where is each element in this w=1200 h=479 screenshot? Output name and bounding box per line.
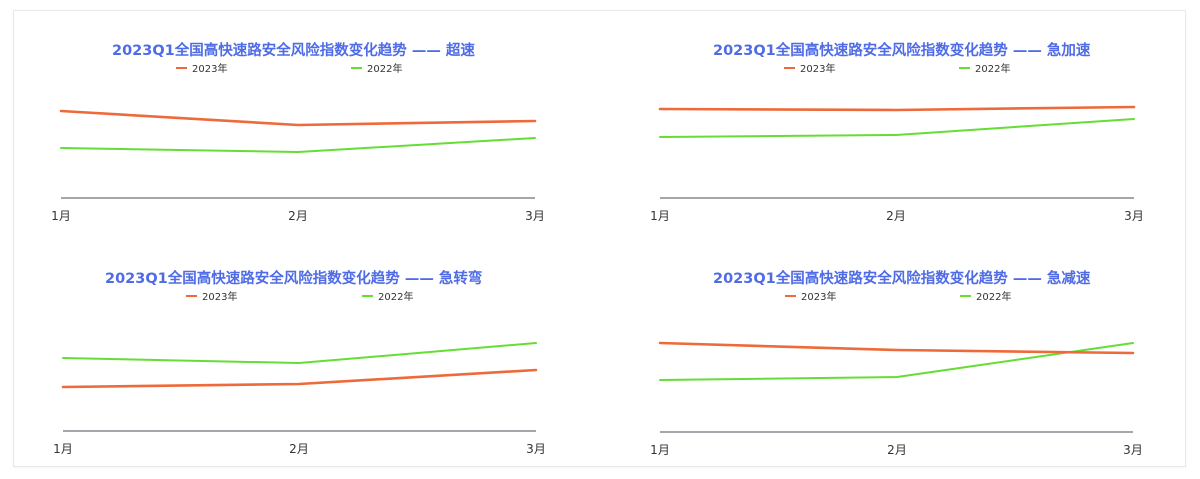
legend-label: 2023年 <box>801 292 837 303</box>
series-line-2022[interactable] <box>659 118 1135 138</box>
chart-panel-hard-braking: 2023Q1全国高快速路安全风险指数变化趋势 —— 急减速 2023年 2022… <box>0 0 1143 457</box>
series-line-2022[interactable] <box>60 137 536 153</box>
series-line-2022[interactable] <box>62 342 537 364</box>
chart-title: 2023Q1全国高快速路安全风险指数变化趋势 —— 急减速 <box>713 271 1091 287</box>
chart-panel-sharp-turn: 2023Q1全国高快速路安全风险指数变化趋势 —— 急转弯 2023年 2022… <box>0 0 600 456</box>
x-axis-label: 2月 <box>886 209 906 223</box>
legend-label: 2022年 <box>378 292 414 303</box>
legend-item-2023[interactable]: 2023年 <box>186 288 237 303</box>
legend-label: 2023年 <box>202 292 238 303</box>
legend-line-icon <box>960 294 971 297</box>
legend-item-2023[interactable]: 2023年 <box>785 288 836 303</box>
legend-line-icon <box>176 66 187 69</box>
x-axis-label: 2月 <box>288 209 308 223</box>
legend-line-icon <box>351 66 362 69</box>
x-axis-label: 3月 <box>1123 443 1143 457</box>
legend-label: 2023年 <box>800 64 836 75</box>
legend-line-icon <box>959 66 970 69</box>
x-axis-label: 3月 <box>525 209 545 223</box>
legend-item-2022[interactable]: 2022年 <box>351 60 402 75</box>
legend-item-2023[interactable]: 2023年 <box>176 60 227 75</box>
chart-title: 2023Q1全国高快速路安全风险指数变化趋势 —— 急加速 <box>713 43 1091 59</box>
series-line-2023[interactable] <box>658 341 1135 355</box>
legend-line-icon <box>362 294 373 297</box>
series-line-2023[interactable] <box>658 105 1136 112</box>
legend-label: 2022年 <box>975 64 1011 75</box>
line-plot <box>59 109 537 199</box>
x-axis-label: 1月 <box>51 209 71 223</box>
legend-item-2022[interactable]: 2022年 <box>362 288 413 303</box>
chart-panel-rapid-acceleration: 2023Q1全国高快速路安全风险指数变化趋势 —— 急加速 2023年 2022… <box>0 0 1144 235</box>
x-axis-label: 1月 <box>53 442 73 456</box>
x-axis-label: 3月 <box>1124 209 1144 223</box>
legend-item-2022[interactable]: 2022年 <box>959 60 1010 75</box>
legend-label: 2023年 <box>192 64 228 75</box>
series-line-2022[interactable] <box>659 342 1134 381</box>
x-axis-label: 3月 <box>526 442 546 456</box>
series-line-2023[interactable] <box>61 368 538 389</box>
x-axis-label: 1月 <box>650 443 670 457</box>
line-plot <box>61 342 538 432</box>
x-axis-label: 2月 <box>887 443 907 457</box>
legend-line-icon <box>784 66 795 69</box>
x-axis-label: 1月 <box>650 209 670 223</box>
legend-label: 2022年 <box>976 292 1012 303</box>
x-axis-label: 2月 <box>289 442 309 456</box>
legend-line-icon <box>785 294 796 297</box>
chart-title: 2023Q1全国高快速路安全风险指数变化趋势 —— 急转弯 <box>105 271 483 287</box>
chart-title: 2023Q1全国高快速路安全风险指数变化趋势 —— 超速 <box>112 43 475 59</box>
legend-line-icon <box>186 294 197 297</box>
chart-panel-speeding: 2023Q1全国高快速路安全风险指数变化趋势 —— 超速 2023年 2022年… <box>0 0 600 235</box>
legend-item-2022[interactable]: 2022年 <box>960 288 1011 303</box>
line-plot <box>658 105 1136 199</box>
series-line-2023[interactable] <box>59 109 537 127</box>
legend-label: 2022年 <box>367 64 403 75</box>
legend-item-2023[interactable]: 2023年 <box>784 60 835 75</box>
charts-container <box>13 10 1186 467</box>
